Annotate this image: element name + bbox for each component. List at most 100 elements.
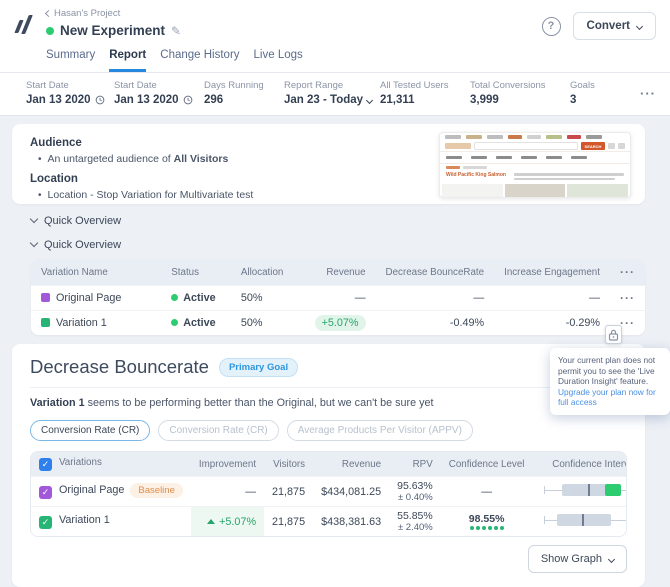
- visitors-value: 21,875: [264, 476, 313, 506]
- summary-variation-name: Variation 1: [30, 397, 85, 409]
- revenue-value: $438,381.63: [313, 506, 389, 536]
- preview-image: [505, 184, 566, 198]
- variation-name: Original Page: [56, 292, 121, 304]
- locked-feature-icon-wrap[interactable]: [605, 325, 622, 344]
- page-preview-thumbnail[interactable]: SEARCH Wild Pacific King Salmon: [439, 132, 631, 198]
- bouncerate-value: —: [376, 285, 495, 310]
- help-icon: ?: [548, 20, 555, 32]
- logo-stroke: [21, 15, 33, 34]
- chevron-down-icon: [366, 96, 373, 103]
- preview-site-logo: [445, 143, 471, 149]
- upgrade-plan-link[interactable]: Upgrade your plan now for full access: [558, 387, 656, 408]
- select-all-checkbox[interactable]: [39, 458, 52, 471]
- audience-segment: All Visitors: [174, 153, 229, 165]
- stat-start-date-2: Start Date Jan 13 2020: [114, 80, 204, 106]
- col-variations: Variations: [59, 457, 102, 468]
- rpv-value: 55.85%: [397, 510, 433, 522]
- visitors-value: 21,875: [264, 506, 313, 536]
- preview-logo: [445, 135, 461, 139]
- confidence-level-value: —: [441, 476, 533, 506]
- col-allocation: Allocation: [231, 259, 300, 285]
- metric-pill-conversion-rate-2[interactable]: Conversion Rate (CR): [158, 420, 278, 441]
- clock-icon: [183, 95, 193, 105]
- preview-product-images: [440, 184, 630, 198]
- confidence-dots: [449, 525, 525, 530]
- quick-overview-header-row: Variation Name Status Allocation Revenue…: [31, 259, 645, 285]
- metric-pill-appv[interactable]: Average Products Per Visitor (APPV): [287, 420, 473, 441]
- quick-overview-toggle-1[interactable]: Quick Overview: [31, 213, 645, 228]
- upgrade-tooltip: Your current plan does not permit you to…: [550, 348, 670, 415]
- status-dot: [171, 294, 178, 301]
- preview-image: [567, 184, 628, 198]
- preview-logo: [546, 135, 562, 139]
- preview-breadcrumb: [440, 164, 630, 171]
- variation-name: Variation 1: [56, 317, 107, 329]
- rpv-margin: ± 2.40%: [397, 522, 433, 533]
- quick-overview-label: Quick Overview: [44, 215, 121, 227]
- stat-label: All Tested Users: [380, 80, 470, 91]
- stat-label: Days Running: [204, 80, 284, 91]
- stat-start-date-1: Start Date Jan 13 2020: [26, 80, 114, 106]
- tab-summary[interactable]: Summary: [46, 49, 95, 72]
- edit-title-icon[interactable]: ✎: [171, 24, 181, 38]
- metric-pill-conversion-rate[interactable]: Conversion Rate (CR): [30, 420, 150, 441]
- preview-cart-icon: [618, 143, 625, 149]
- preview-nav-bar: [440, 151, 630, 164]
- chevron-down-icon: [636, 22, 643, 29]
- stats-more-icon[interactable]: ···: [640, 86, 656, 101]
- stat-all-tested-users: All Tested Users 21,311: [380, 80, 470, 106]
- table-row-variation-1[interactable]: Variation 1 Active 50% +5.07% -0.49% -0.…: [31, 310, 645, 335]
- revenue-value: +5.07%: [315, 315, 366, 331]
- goal-row-variation-1[interactable]: Variation 1 +5.07% 21,875 $438,381.63 55…: [31, 506, 627, 536]
- tooltip-text: Your current plan does not permit you to…: [558, 355, 655, 386]
- variation-name: Variation 1: [59, 514, 110, 526]
- tab-live-logs[interactable]: Live Logs: [254, 49, 303, 72]
- tab-change-history[interactable]: Change History: [160, 49, 239, 72]
- audience-text: An untargeted audience of: [48, 153, 171, 165]
- quick-overview-table: Variation Name Status Allocation Revenue…: [31, 259, 645, 335]
- improvement-value: —: [191, 476, 264, 506]
- variation-name: Original Page: [59, 484, 124, 496]
- help-button[interactable]: ?: [542, 17, 561, 36]
- row-checkbox[interactable]: [39, 486, 52, 499]
- top-bar: Hasan's Project New Experiment ✎ ? Conve…: [0, 0, 670, 72]
- app-logo[interactable]: [14, 12, 36, 38]
- row-checkbox[interactable]: [39, 516, 52, 529]
- convert-button[interactable]: Convert: [573, 12, 656, 40]
- col-confidence-level: Confidence Level: [441, 452, 533, 476]
- quick-overview-label: Quick Overview: [44, 239, 121, 251]
- breadcrumb[interactable]: Hasan's Project: [46, 8, 181, 19]
- col-variation-name: Variation Name: [31, 259, 161, 285]
- stat-value: 21,311: [380, 94, 415, 106]
- primary-goal-badge: Primary Goal: [219, 358, 298, 377]
- audience-card: Audience • An untargeted audience of All…: [12, 124, 645, 204]
- confidence-interval-bar: [540, 513, 627, 527]
- bouncerate-value: -0.49%: [376, 310, 495, 335]
- improvement-up-arrow-icon: [207, 519, 215, 524]
- variation-color-swatch: [41, 318, 50, 327]
- quick-overview-toggle-2[interactable]: Quick Overview: [31, 237, 645, 252]
- page-title: New Experiment: [60, 23, 165, 38]
- confidence-interval-bar: [540, 483, 627, 497]
- stat-days-running: Days Running 296: [204, 80, 284, 106]
- goal-row-original-page[interactable]: Original PageBaseline — 21,875 $434,081.…: [31, 476, 627, 506]
- report-range-dropdown[interactable]: Jan 23 - Today: [284, 94, 380, 106]
- preview-logo: [586, 135, 602, 139]
- tab-bar: Summary Report Change History Live Logs: [46, 49, 656, 72]
- stat-value: 296: [204, 94, 223, 106]
- table-more-icon[interactable]: ···: [610, 259, 645, 285]
- allocation-value: 50%: [231, 285, 300, 310]
- status-dot: [171, 319, 178, 326]
- preview-headline: Wild Pacific King Salmon: [446, 172, 508, 178]
- table-row-original-page[interactable]: Original Page Active 50% — — — ···: [31, 285, 645, 310]
- row-more-icon[interactable]: ···: [610, 285, 645, 310]
- col-revenue: Revenue: [313, 452, 389, 476]
- tab-report[interactable]: Report: [109, 49, 146, 72]
- goal-title: Decrease Bouncerate: [30, 356, 209, 378]
- show-graph-button[interactable]: Show Graph: [528, 545, 627, 573]
- preview-search-input: [474, 142, 578, 150]
- improvement-value: +5.07%: [219, 516, 256, 528]
- back-chevron-icon: [45, 10, 52, 17]
- stat-value: Jan 13 2020: [114, 94, 179, 106]
- stat-value: Jan 13 2020: [26, 94, 91, 106]
